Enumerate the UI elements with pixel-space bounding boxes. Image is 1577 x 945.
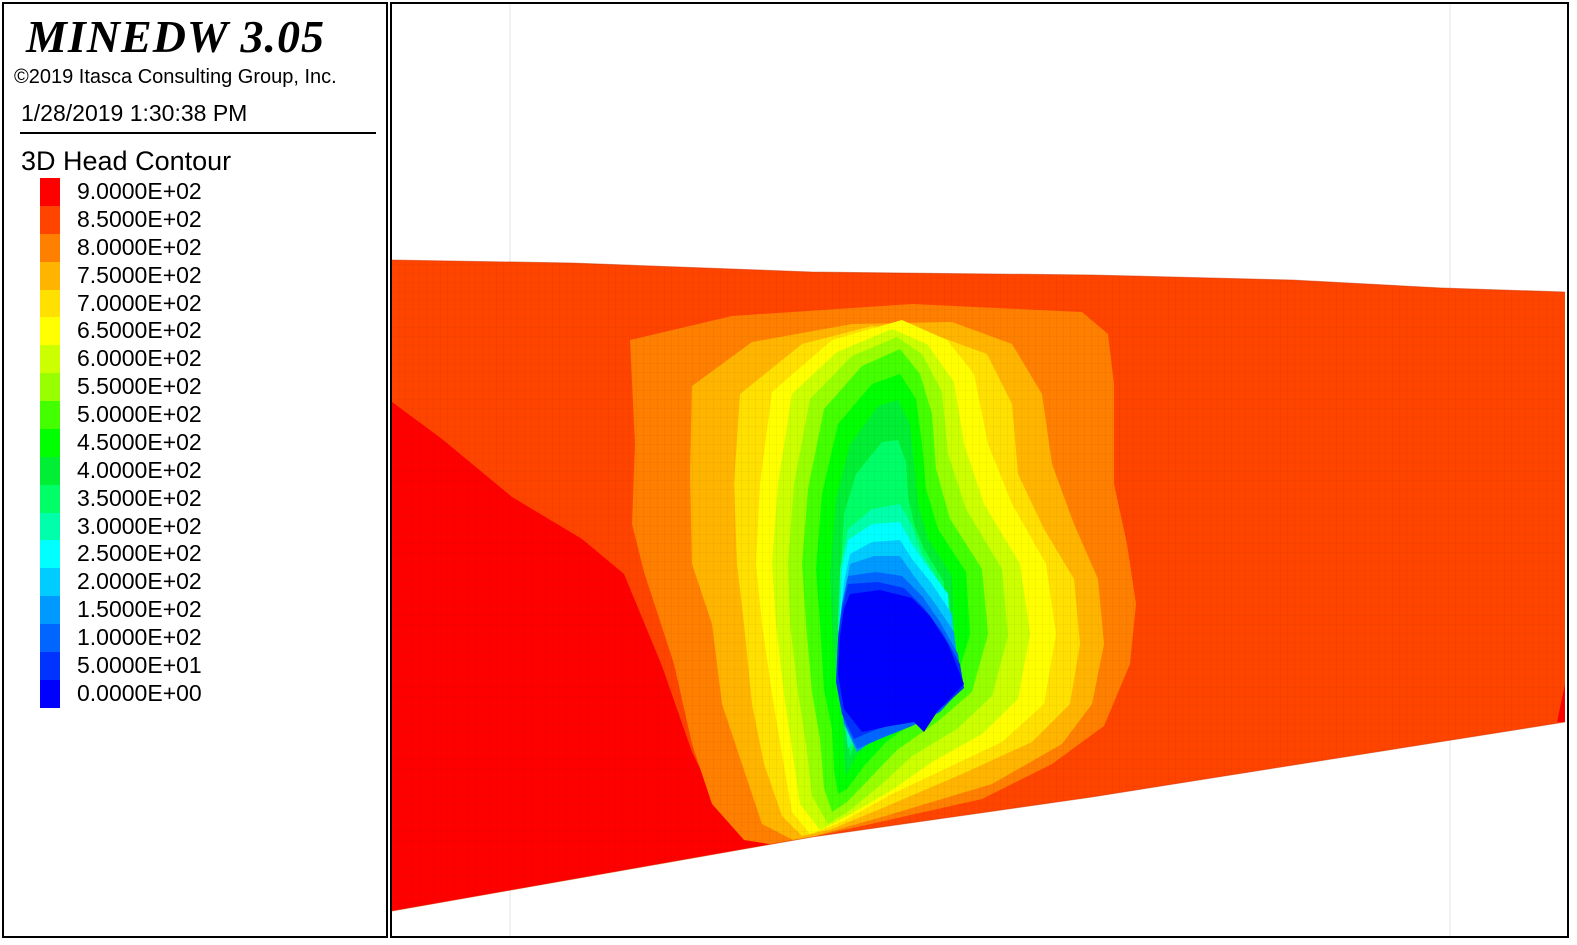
contour-title: 3D Head Contour <box>21 146 232 176</box>
legend-level-label: 8.5000E+02 <box>77 205 202 232</box>
legend-swatch <box>40 345 60 374</box>
timestamp: 1/28/2019 1:30:38 PM <box>21 100 248 126</box>
legend-level-label: 5.5000E+02 <box>77 373 202 400</box>
mesh-grid-overlay <box>392 260 1565 911</box>
legend-swatch <box>40 401 60 429</box>
legend-level-label: 9.0000E+02 <box>77 178 202 204</box>
legend-level-label: 4.0000E+02 <box>77 456 202 483</box>
legend-swatch <box>40 261 60 290</box>
legend-level-label: 1.0000E+02 <box>77 624 202 650</box>
legend-swatch <box>40 373 60 401</box>
legend-level-label: 7.0000E+02 <box>77 289 202 316</box>
legend-swatch <box>40 596 60 624</box>
model-slab-outline <box>392 259 1566 912</box>
legend-level-label: 8.0000E+02 <box>77 233 202 260</box>
legend-swatch <box>40 484 60 513</box>
legend-level-label: 3.5000E+02 <box>77 484 202 511</box>
legend-level-label: 2.0000E+02 <box>77 568 202 595</box>
legend-level-label: 7.5000E+02 <box>77 261 202 288</box>
head-contour-plot <box>392 4 1566 936</box>
legend-panel: MINEDW 3.05 ©2019 Itasca Consulting Grou… <box>2 2 388 938</box>
model-view-panel[interactable] <box>390 2 1569 938</box>
legend-swatch <box>40 568 60 597</box>
legend-swatch <box>40 317 60 346</box>
legend-swatch <box>40 540 60 569</box>
copyright-text: ©2019 Itasca Consulting Group, Inc. <box>14 66 337 88</box>
legend-swatch <box>40 289 60 318</box>
legend-level-label: 2.5000E+02 <box>77 540 202 567</box>
legend-level-label: 6.0000E+02 <box>77 345 202 372</box>
legend-level-label: 6.5000E+02 <box>77 317 202 344</box>
legend-swatch <box>40 178 60 206</box>
legend-level-label: 0.0000E+00 <box>77 679 202 706</box>
legend-swatch <box>40 205 60 234</box>
legend-swatch <box>40 624 60 652</box>
contour-bands <box>392 260 1565 911</box>
legend-swatch <box>40 512 60 541</box>
legend-swatch <box>40 651 60 680</box>
color-scale-bar <box>40 178 60 708</box>
legend-level-label: 5.0000E+01 <box>77 651 202 678</box>
legend-swatch <box>40 233 60 262</box>
legend-level-label: 1.5000E+02 <box>77 596 202 623</box>
app-title: MINEDW 3.05 <box>26 11 325 62</box>
legend-swatch <box>40 428 60 457</box>
legend-swatch <box>40 679 60 708</box>
legend-labels: 9.0000E+02 8.5000E+02 8.0000E+02 7.5000E+02… <box>77 178 202 708</box>
legend-swatch <box>40 456 60 485</box>
legend-level-label: 5.0000E+02 <box>77 401 202 427</box>
legend-level-label: 3.0000E+02 <box>77 512 202 539</box>
legend-level-label: 4.5000E+02 <box>77 428 202 455</box>
legend-divider <box>20 132 376 134</box>
